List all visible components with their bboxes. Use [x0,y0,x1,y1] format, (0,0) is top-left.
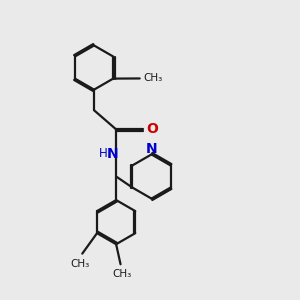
Text: CH₃: CH₃ [112,269,132,279]
Text: CH₃: CH₃ [143,74,163,83]
Text: H: H [98,147,107,160]
Text: O: O [146,122,158,136]
Text: CH₃: CH₃ [70,259,89,269]
Text: N: N [146,142,157,155]
Text: N: N [107,146,118,161]
